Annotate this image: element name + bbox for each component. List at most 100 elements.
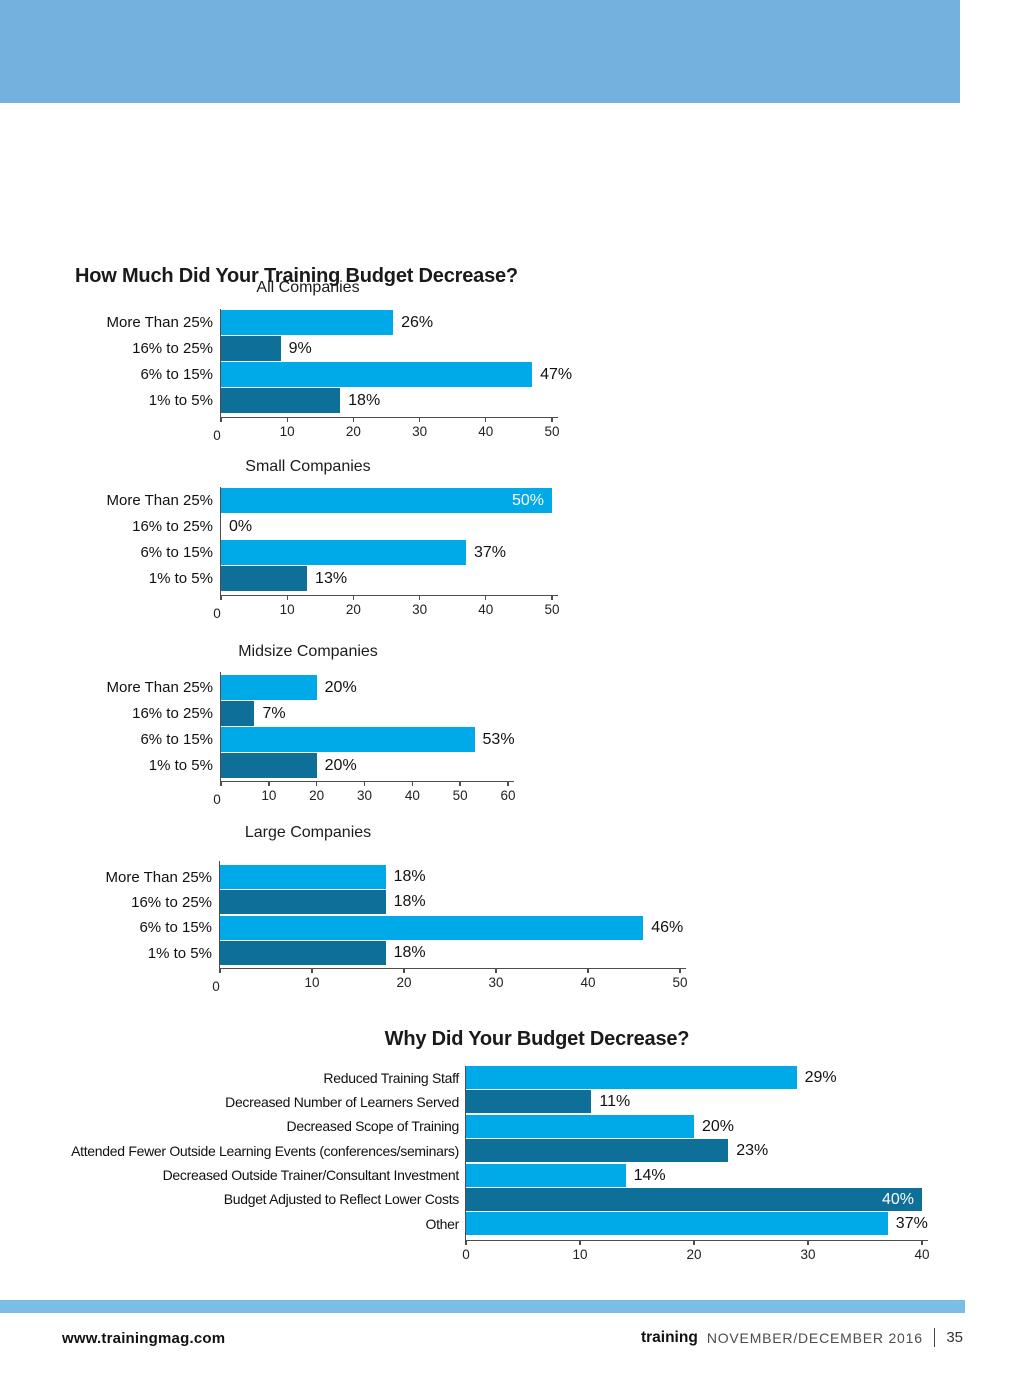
bar — [220, 865, 386, 889]
value-label: 29% — [804, 1069, 837, 1086]
bar-row: 11% — [466, 1090, 922, 1114]
tick-label: 30 — [488, 975, 504, 990]
footer-band — [0, 1300, 965, 1313]
tick-mark — [465, 1240, 467, 1245]
tick-label: 20 — [345, 424, 361, 439]
footer-page-number: 35 — [946, 1329, 963, 1346]
category-label: Attended Fewer Outside Learning Events (… — [71, 1142, 459, 1159]
tick-label: 0 — [462, 1247, 470, 1262]
value-label: 20% — [702, 1117, 735, 1135]
y-axis — [219, 309, 221, 417]
bar-row: 13% — [221, 566, 552, 591]
tick-mark — [286, 595, 288, 600]
tick-mark — [418, 417, 421, 422]
category-label: 1% to 5% — [148, 392, 213, 409]
chart-title: All Companies — [256, 279, 360, 296]
tick-label: 10 — [279, 424, 295, 439]
tick-mark — [220, 417, 222, 422]
tick-label: 30 — [412, 602, 428, 617]
bar-row: 18% — [220, 890, 680, 915]
x-axis — [219, 781, 514, 783]
tick-mark — [220, 781, 222, 786]
bar-row: 0% — [221, 514, 552, 539]
category-label: Other — [425, 1215, 459, 1232]
y-axis — [219, 487, 221, 595]
category-label: 16% to 25% — [132, 340, 213, 357]
bar — [466, 1187, 922, 1211]
category-label: 1% to 5% — [148, 570, 213, 587]
footer-brand: training — [640, 1328, 698, 1346]
value-label: 37% — [895, 1215, 928, 1233]
tick-mark — [485, 417, 487, 422]
value-label: 23% — [736, 1142, 769, 1160]
tick-label: 60 — [500, 788, 516, 803]
tick-label: 10 — [304, 975, 320, 990]
tick-label: 50 — [544, 424, 560, 439]
bar-row: 50% — [221, 488, 552, 513]
value-label: 50% — [511, 492, 544, 509]
category-label: 16% to 25% — [131, 893, 212, 911]
category-label: More Than 25% — [106, 314, 213, 331]
bar — [221, 701, 255, 726]
value-label: 14% — [633, 1166, 666, 1184]
tick-mark — [219, 968, 221, 973]
value-label: 0% — [229, 518, 253, 535]
bar — [221, 336, 281, 361]
category-label: More Than 25% — [106, 679, 213, 696]
bar-row: 53% — [221, 727, 515, 752]
value-label: 40% — [881, 1190, 914, 1208]
bar-row: 46% — [220, 915, 683, 940]
category-label: 1% to 5% — [148, 757, 213, 774]
value-label: 13% — [315, 570, 348, 587]
tick-label: 40 — [404, 788, 420, 803]
tick-mark — [403, 968, 405, 973]
x-axis — [218, 968, 686, 970]
page-title: How Much Did Your Training Budget Decrea… — [75, 265, 518, 288]
category-labels: Reduced Training Staff Decreased Number o… — [60, 1066, 459, 1237]
bar-row: 18% — [220, 941, 680, 966]
value-label: 37% — [473, 544, 506, 561]
x-axis — [219, 595, 558, 597]
tick-mark — [286, 417, 288, 422]
chart-title: Large Companies — [244, 824, 372, 841]
category-label: More Than 25% — [105, 868, 212, 886]
y-axis — [218, 861, 220, 968]
tick-mark — [352, 417, 355, 422]
value-label: 18% — [393, 944, 426, 962]
tick-label: 0 — [213, 606, 221, 621]
tick-mark — [693, 1240, 695, 1245]
value-label: 18% — [348, 392, 381, 409]
why-section-title: Why Did Your Budget Decrease? — [384, 1028, 690, 1050]
bar — [221, 488, 552, 513]
category-label: Reduced Training Staff — [323, 1069, 459, 1086]
tick-label: 20 — [345, 602, 361, 617]
tick-mark — [459, 781, 461, 786]
tick-label: 40 — [478, 602, 494, 617]
category-label: 16% to 25% — [132, 705, 213, 722]
category-label: Decreased Scope of Training — [286, 1118, 460, 1135]
bar — [466, 1163, 626, 1187]
tick-mark — [485, 595, 487, 600]
tick-mark — [679, 968, 681, 973]
category-label: Budget Adjusted to Reflect Lower Costs — [223, 1191, 460, 1208]
tick-mark — [352, 595, 355, 600]
x-axis — [464, 1240, 928, 1242]
value-label: 9% — [288, 340, 312, 357]
tick-label: 10 — [572, 1247, 588, 1262]
footer-divider — [933, 1328, 936, 1347]
tick-label: 50 — [452, 788, 468, 803]
bar-row: 23% — [466, 1139, 922, 1163]
tick-mark — [551, 595, 553, 600]
bar — [466, 1090, 592, 1114]
bar-row: 9% — [221, 336, 552, 361]
tick-mark — [363, 781, 366, 786]
footer-issue: NOVEMBER/DECEMBER 2016 — [706, 1329, 923, 1346]
footer-url[interactable]: www.trainingmag.com — [62, 1330, 226, 1347]
bar-row: 20% — [221, 675, 508, 700]
value-label: 47% — [540, 366, 573, 383]
tick-label: 20 — [309, 788, 325, 803]
bar-chart-plot: 20% 7% 53% 20% 0 10 20 30 40 50 60 — [213, 672, 516, 807]
tick-label: 20 — [396, 975, 412, 990]
bar-row: 7% — [221, 701, 508, 726]
